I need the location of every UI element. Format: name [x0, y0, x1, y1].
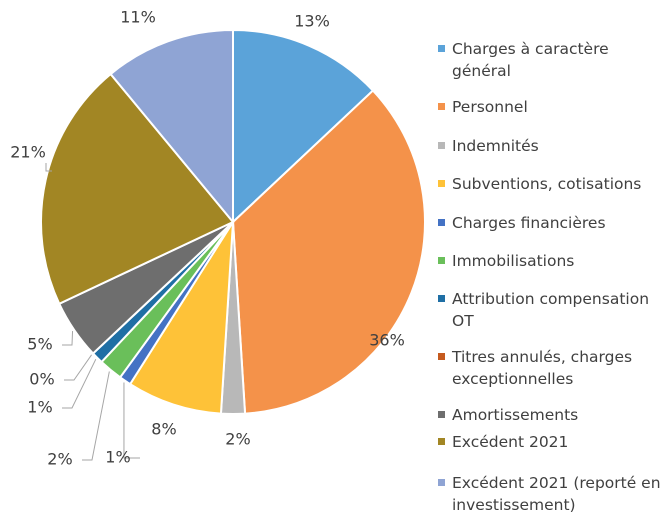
legend-swatch: [438, 219, 445, 226]
data-label: 2%: [47, 450, 72, 469]
legend-swatch: [438, 438, 445, 445]
legend-item: Charges financières: [438, 212, 670, 234]
legend-item: Excédent 2021: [438, 431, 670, 453]
legend-item: Personnel: [438, 96, 670, 118]
legend-label: Personnel: [452, 98, 528, 116]
data-label: 0%: [29, 370, 54, 389]
leader-line: [62, 331, 74, 346]
pie-slice: [231, 89, 426, 415]
legend-item: Indemnités: [438, 135, 670, 157]
legend-label: Titres annulés, charges exceptionnelles: [452, 348, 633, 388]
legend-label: Indemnités: [452, 137, 539, 155]
legend-swatch: [438, 411, 445, 418]
legend-label: Charges à caractère général: [452, 40, 609, 80]
data-label: 36%: [369, 331, 405, 350]
legend-swatch: [438, 103, 445, 110]
legend-item: Excédent 2021 (reporté en investissement…: [438, 472, 670, 516]
data-label: 1%: [27, 398, 52, 417]
legend-swatch: [438, 295, 445, 302]
pie-slice: [128, 221, 234, 415]
data-label: 8%: [151, 420, 176, 439]
leader-line: [123, 382, 140, 459]
data-label: 5%: [27, 335, 52, 354]
pie-area: 13% 36% 2% 8% 1% 2% 1% 0% 5% 21% 11%: [10, 8, 426, 469]
legend-item: Amortissements: [438, 404, 670, 426]
leader-line: [45, 163, 52, 172]
legend-label: Excédent 2021 (reporté en investissement…: [452, 474, 661, 514]
legend-label: Charges financières: [452, 214, 606, 232]
pie-slice: [109, 28, 234, 225]
data-label: 2%: [225, 430, 250, 449]
legend-swatch: [438, 180, 445, 187]
legend-swatch: [438, 142, 445, 149]
legend-swatch: [438, 257, 445, 264]
data-label: 1%: [105, 448, 130, 467]
legend-item: Subventions, cotisations: [438, 173, 670, 195]
leader-line: [82, 371, 110, 461]
data-label: 13%: [294, 12, 330, 31]
pie-slice: [232, 28, 375, 225]
legend-swatch: [438, 479, 445, 486]
leader-line: [62, 358, 97, 409]
legend-item: Immobilisations: [438, 250, 670, 272]
legend-label: Immobilisations: [452, 252, 575, 270]
legend-label: Excédent 2021: [452, 433, 569, 451]
data-label: 11%: [120, 8, 156, 27]
legend-label: Amortissements: [452, 406, 579, 424]
legend-label: Subventions, cotisations: [452, 175, 642, 193]
legend-swatch: [438, 353, 445, 360]
legend-item: Attribution compensation OT: [438, 288, 670, 332]
data-label: 21%: [10, 143, 46, 162]
legend-item: Titres annulés, charges exceptionnelles: [438, 346, 670, 390]
pie-slice: [40, 72, 235, 306]
legend-label: Attribution compensation OT: [452, 290, 650, 330]
legend-item: Charges à caractère général: [438, 38, 670, 82]
leader-line: [64, 354, 92, 381]
legend-swatch: [438, 45, 445, 52]
